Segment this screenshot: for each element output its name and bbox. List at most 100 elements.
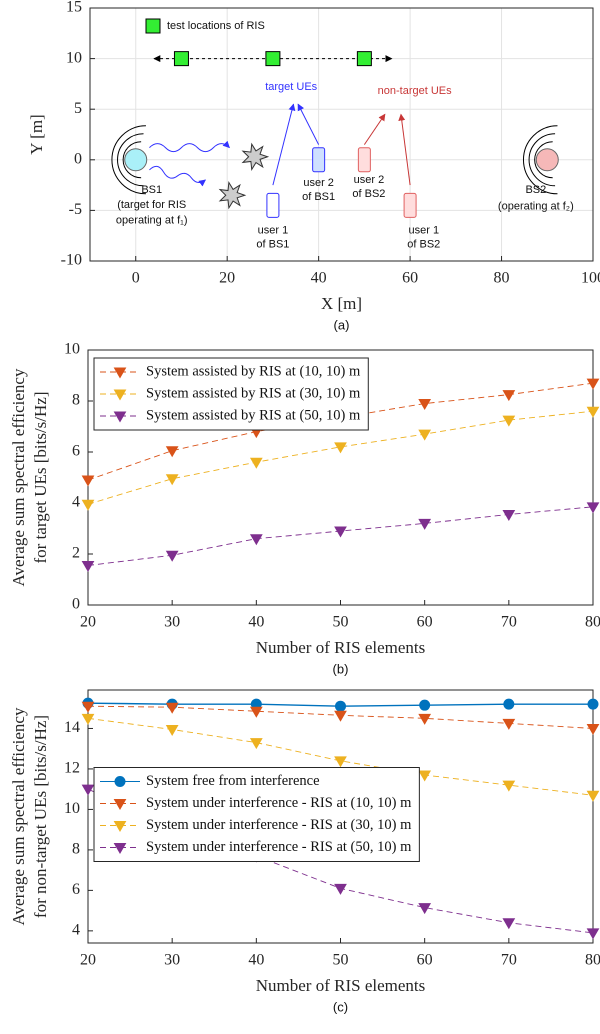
annotation: non-target UEs — [378, 85, 452, 97]
x-tick-label: 50 — [333, 614, 349, 631]
data-point — [81, 784, 95, 796]
data-point — [334, 710, 347, 722]
x-tick-label: 60 — [417, 614, 433, 631]
annotation: operating at f₁) — [116, 214, 188, 226]
data-point — [334, 526, 347, 538]
y-tick-label: 14 — [64, 719, 80, 736]
data-point — [334, 756, 347, 768]
x-tick-label: 80 — [585, 614, 600, 631]
data-point — [587, 698, 599, 710]
y-axis-label: Y [m] — [27, 114, 46, 154]
data-point — [418, 713, 432, 725]
legend-frame — [93, 767, 420, 862]
legend-marker — [113, 821, 127, 832]
data-point — [165, 724, 179, 736]
legend-label: System free from interference — [146, 773, 320, 789]
x-tick-label: 40 — [248, 952, 264, 969]
x-tick-label: 80 — [585, 952, 600, 969]
obstacle — [218, 181, 247, 210]
caption: (b) — [333, 661, 349, 676]
y-tick-label: 12 — [64, 760, 80, 777]
y-tick-label: 0 — [72, 596, 80, 613]
annotation: (operating at f₂) — [498, 200, 574, 212]
axes-frame — [89, 7, 594, 262]
y-tick-label: 5 — [74, 100, 82, 117]
legend-label: System under interference - RIS at (10, … — [146, 795, 412, 811]
y-tick-label: 8 — [72, 392, 80, 409]
bs1 — [124, 148, 148, 172]
legend-label: System under interference - RIS at (50, … — [146, 839, 412, 855]
x-tick-label: 100 — [581, 270, 600, 287]
legend-marker — [113, 799, 127, 810]
data-point — [419, 699, 431, 711]
data-point — [586, 406, 600, 418]
data-point — [502, 718, 516, 730]
data-point — [502, 780, 516, 792]
data-point — [502, 509, 516, 521]
data-point — [81, 560, 95, 572]
data-point — [165, 446, 179, 458]
legend-marker — [113, 411, 127, 423]
x-axis-label: X [m] — [321, 294, 362, 313]
data-point — [81, 701, 95, 713]
x-tick-label: 40 — [248, 614, 264, 631]
legend-marker — [113, 389, 127, 401]
y-axis-label: for non-target UEs [bits/s/Hz] — [31, 715, 50, 918]
y-tick-label: 10 — [66, 49, 82, 66]
y-axis-label: for target UEs [bits/s/Hz] — [31, 391, 50, 563]
phone — [403, 192, 417, 218]
data-point — [503, 698, 515, 710]
data-point — [586, 928, 600, 940]
data-point — [418, 770, 432, 782]
bs2 — [535, 148, 559, 172]
data-point — [165, 702, 179, 714]
y-axis-label: Average sum spectral efficiency — [9, 368, 28, 586]
data-point — [418, 429, 432, 441]
y-tick-label: 2 — [72, 545, 80, 562]
data-point — [334, 883, 347, 895]
y-tick-label: 4 — [72, 922, 80, 939]
annotation: of BS1 — [256, 239, 289, 251]
arrow — [363, 113, 386, 145]
x-tick-label: 70 — [501, 952, 517, 969]
annotation: BS1 — [141, 184, 162, 196]
ris-marker — [356, 51, 372, 67]
data-point — [586, 723, 600, 735]
legend-label: System assisted by RIS at (50, 10) m — [146, 407, 361, 423]
x-tick-label: 20 — [80, 952, 96, 969]
arrow — [272, 103, 296, 186]
data-point — [418, 518, 432, 530]
arrow — [297, 103, 320, 145]
annotation: of BS2 — [407, 239, 440, 251]
annotation: user 1 — [258, 225, 289, 237]
phone — [266, 192, 280, 218]
signal-arc — [528, 133, 556, 187]
data-point — [418, 903, 432, 915]
data-point — [249, 534, 263, 546]
y-tick-label: 6 — [72, 443, 80, 460]
x-tick-label: 40 — [311, 270, 327, 287]
y-tick-label: 8 — [72, 841, 80, 858]
legend-label: System assisted by RIS at (30, 10) m — [146, 385, 361, 401]
signal-arc — [122, 141, 142, 179]
phone — [312, 147, 326, 173]
data-point — [502, 415, 516, 427]
plot-area — [90, 8, 593, 261]
y-tick-label: 10 — [64, 800, 80, 817]
y-tick-label: -5 — [69, 201, 82, 218]
annotation: of BS1 — [302, 191, 335, 203]
x-tick-label: 80 — [494, 270, 510, 287]
data-point — [334, 700, 347, 712]
y-tick-label: 0 — [74, 150, 82, 167]
caption: (a) — [334, 317, 350, 332]
y-tick-label: -10 — [61, 252, 82, 269]
obstacle — [241, 142, 270, 171]
ris-marker — [173, 51, 189, 67]
data-point — [81, 713, 95, 725]
x-tick-label: 20 — [80, 614, 96, 631]
legend-marker — [145, 18, 161, 34]
phone — [357, 147, 371, 173]
data-point — [502, 918, 516, 930]
signal-arc — [111, 125, 146, 195]
annotation: target UEs — [265, 81, 317, 93]
